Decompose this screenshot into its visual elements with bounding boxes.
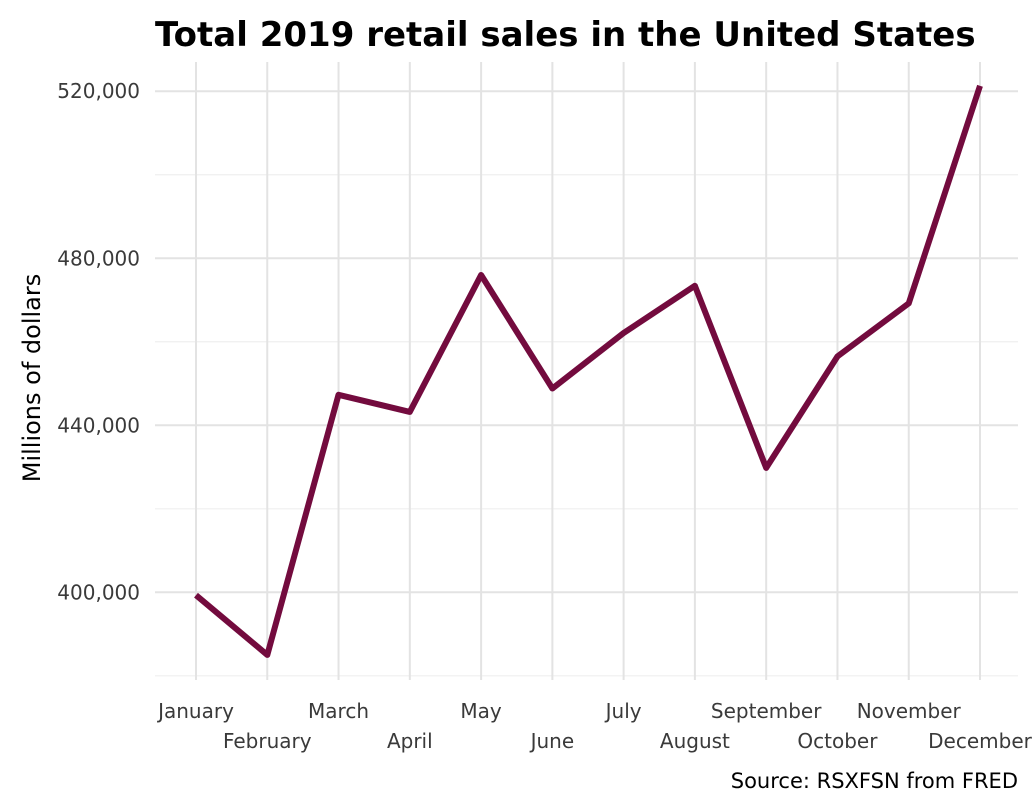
y-axis-label: Millions of dollars xyxy=(18,274,46,483)
x-tick-label: November xyxy=(857,699,962,723)
grid-lines xyxy=(155,62,1018,680)
x-tick-label: March xyxy=(308,699,369,723)
x-tick-label: May xyxy=(460,699,502,723)
x-tick-label: December xyxy=(928,729,1032,753)
y-tick-label: 440,000 xyxy=(57,413,140,437)
x-tick-label: September xyxy=(711,699,822,723)
x-tick-label: July xyxy=(604,699,642,723)
x-axis-tick-labels: January February March April May June July Augu… xyxy=(156,699,1033,753)
y-axis-tick-labels: 400,000 440,000 480,000 520,000 xyxy=(57,79,140,604)
series-line xyxy=(194,84,983,658)
y-tick-label: 520,000 xyxy=(57,79,140,103)
x-tick-label: April xyxy=(387,729,433,753)
x-tick-label: February xyxy=(223,729,312,753)
y-tick-label: 400,000 xyxy=(57,580,140,604)
chart-title: Total 2019 retail sales in the United St… xyxy=(155,15,976,55)
x-tick-label: October xyxy=(797,729,878,753)
x-tick-label: June xyxy=(529,729,575,753)
y-tick-label: 480,000 xyxy=(57,246,140,270)
x-tick-label: August xyxy=(660,729,730,753)
x-tick-label: January xyxy=(156,699,234,723)
chart-caption: Source: RSXFSN from FRED xyxy=(731,769,1018,793)
series-layer xyxy=(194,84,983,658)
